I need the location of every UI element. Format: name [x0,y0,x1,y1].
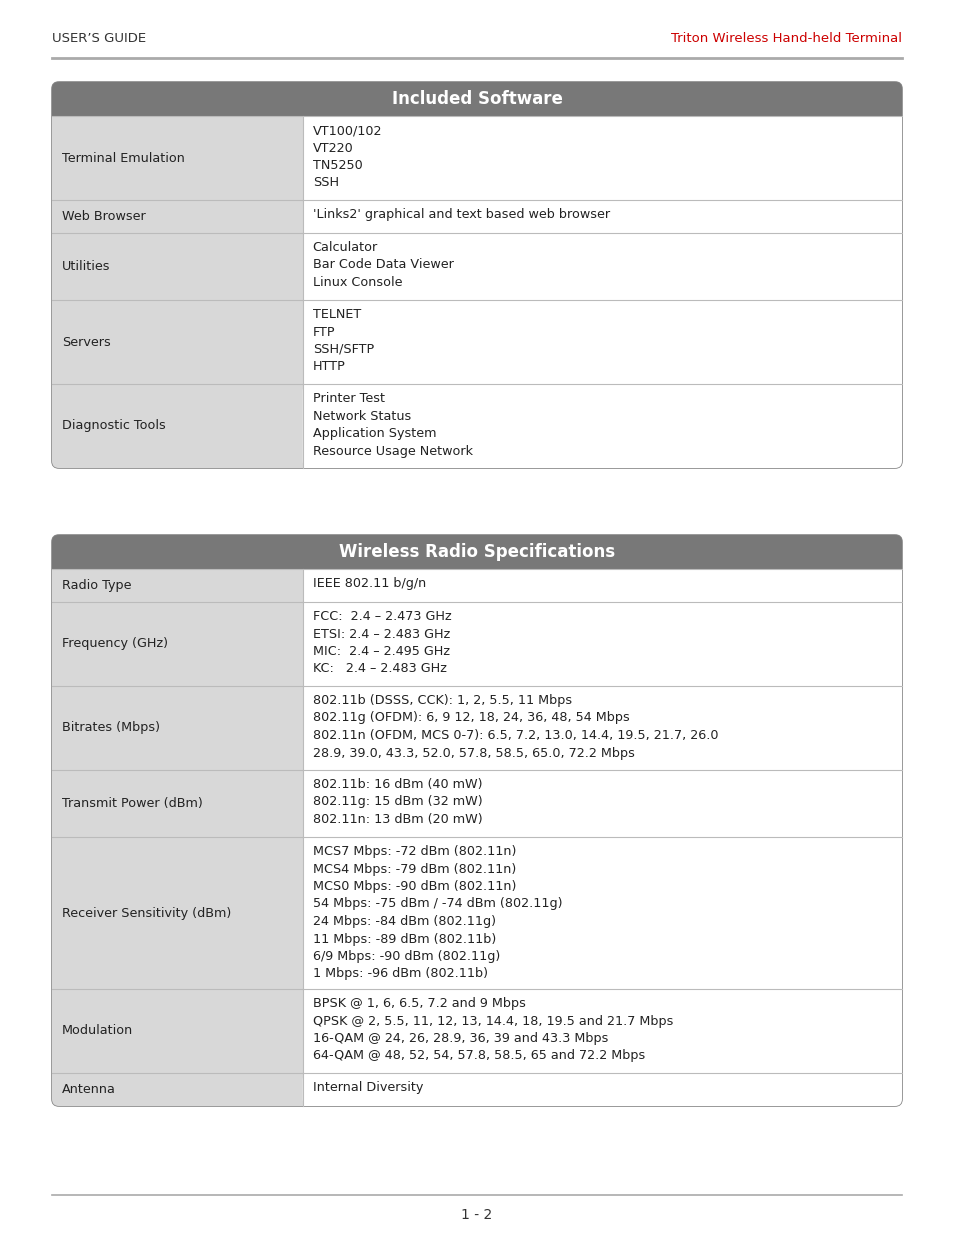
Bar [302,233,901,300]
Text: Receiver Sensitivity (dBm): Receiver Sensitivity (dBm) [62,906,231,920]
Bar [295,1073,302,1107]
Text: 802.11b (DSSS, CCK): 1, 2, 5.5, 11 Mbps
802.11g (OFDM): 6, 9 12, 18, 24, 36, 48,: 802.11b (DSSS, CCK): 1, 2, 5.5, 11 Mbps … [313,694,718,760]
Bar [302,1073,901,1089]
Text: VT100/102
VT220
TN5250
SSH: VT100/102 VT220 TN5250 SSH [313,124,382,189]
Bar [302,200,901,233]
Bar [52,116,302,200]
Bar [52,685,302,769]
FancyBboxPatch shape [52,1073,302,1107]
FancyBboxPatch shape [302,1073,901,1107]
Text: Triton Wireless Hand-held Terminal: Triton Wireless Hand-held Terminal [670,32,901,44]
Bar [302,1073,310,1107]
Bar [295,384,302,468]
FancyBboxPatch shape [52,535,901,1107]
Bar [52,601,302,685]
Bar [52,200,302,233]
Text: Web Browser: Web Browser [62,210,146,224]
Text: MCS7 Mbps: -72 dBm (802.11n)
MCS4 Mbps: -79 dBm (802.11n)
MCS0 Mbps: -90 dBm (80: MCS7 Mbps: -72 dBm (802.11n) MCS4 Mbps: … [313,845,561,981]
Text: Frequency (GHz): Frequency (GHz) [62,637,168,651]
Text: 802.11b: 16 dBm (40 mW)
802.11g: 15 dBm (32 mW)
802.11n: 13 dBm (20 mW): 802.11b: 16 dBm (40 mW) 802.11g: 15 dBm … [313,778,482,826]
Text: Transmit Power (dBm): Transmit Power (dBm) [62,797,203,810]
Text: 'Links2' graphical and text based web browser: 'Links2' graphical and text based web br… [313,207,609,221]
FancyBboxPatch shape [52,82,901,116]
Bar [302,384,901,426]
FancyBboxPatch shape [52,384,302,468]
Bar [302,989,901,1073]
Bar [302,837,901,989]
Bar [302,601,901,685]
Text: 1 - 2: 1 - 2 [461,1208,492,1221]
Text: Diagnostic Tools: Diagnostic Tools [62,420,166,432]
Bar [302,116,901,200]
Text: USER’S GUIDE: USER’S GUIDE [52,32,146,44]
Bar [52,989,302,1073]
Text: BPSK @ 1, 6, 6.5, 7.2 and 9 Mbps
QPSK @ 2, 5.5, 11, 12, 13, 14.4, 18, 19.5 and 2: BPSK @ 1, 6, 6.5, 7.2 and 9 Mbps QPSK @ … [313,997,673,1062]
FancyBboxPatch shape [52,535,901,569]
Text: Modulation: Modulation [62,1025,133,1037]
Text: Printer Test
Network Status
Application System
Resource Usage Network: Printer Test Network Status Application … [313,391,473,457]
Text: Calculator
Bar Code Data Viewer
Linux Console: Calculator Bar Code Data Viewer Linux Co… [313,241,453,289]
Text: Wireless Radio Specifications: Wireless Radio Specifications [338,543,615,561]
Text: Included Software: Included Software [391,90,562,107]
Text: Internal Diversity: Internal Diversity [313,1081,423,1094]
Bar [52,99,901,116]
Bar [302,300,901,384]
Bar [52,837,302,989]
Bar [302,685,901,769]
Bar [302,769,901,837]
Bar [52,384,302,426]
Text: FCC:  2.4 – 2.473 GHz
ETSI: 2.4 – 2.483 GHz
MIC:  2.4 – 2.495 GHz
KC:   2.4 – 2.: FCC: 2.4 – 2.473 GHz ETSI: 2.4 – 2.483 G… [313,610,451,676]
Bar [52,569,302,601]
Bar [302,569,901,601]
Bar [302,384,310,468]
Bar [52,1073,302,1089]
Text: Antenna: Antenna [62,1083,115,1095]
Text: Utilities: Utilities [62,261,111,273]
Bar [52,300,302,384]
FancyBboxPatch shape [302,384,901,468]
Bar [52,552,901,569]
Text: Terminal Emulation: Terminal Emulation [62,152,185,164]
Text: TELNET
FTP
SSH/SFTP
HTTP: TELNET FTP SSH/SFTP HTTP [313,308,374,373]
Bar [52,769,302,837]
FancyBboxPatch shape [52,82,901,468]
Bar [52,233,302,300]
Text: Servers: Servers [62,336,111,348]
Text: IEEE 802.11 b/g/n: IEEE 802.11 b/g/n [313,577,426,590]
Text: Radio Type: Radio Type [62,579,132,592]
Text: Bitrates (Mbps): Bitrates (Mbps) [62,721,160,735]
